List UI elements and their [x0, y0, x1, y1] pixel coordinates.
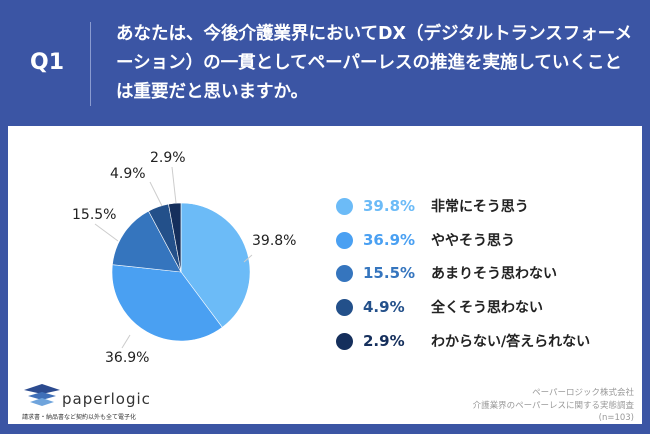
legend-label: ややそう思う [431, 233, 515, 249]
legend-item: 39.8% 非常にそう思う [336, 196, 529, 216]
legend-label: わからない/答えられない [431, 334, 591, 350]
data-label: 15.5% [72, 207, 116, 223]
legend-label: 非常にそう思う [431, 199, 529, 215]
legend-swatch [336, 231, 353, 249]
data-label: 4.9% [110, 166, 146, 182]
legend-item: 4.9% 全くそう思わない [336, 297, 543, 317]
legend-percent: 4.9% [363, 298, 405, 316]
legend-percent: 36.9% [363, 231, 416, 249]
legend-item: 15.5% あまりそう思わない [336, 263, 557, 283]
legend-item: 36.9% ややそう思う [336, 230, 515, 250]
leader-line [94, 223, 119, 242]
legend-swatch [336, 332, 353, 350]
pie-slice [168, 202, 182, 273]
legend-percent: 39.8% [363, 197, 416, 215]
leader-line [121, 334, 131, 349]
sample-size: (n=103) [598, 413, 634, 423]
divider [90, 22, 91, 106]
pie-slice [112, 210, 182, 273]
legend-label: 全くそう思わない [431, 300, 543, 316]
legend-item: 2.9% わからない/答えられない [336, 331, 590, 351]
leader-line [243, 254, 253, 263]
survey-name: 介護業界のペーパーレスに関する実態調査 [472, 400, 634, 411]
leader-line [149, 181, 163, 207]
legend-swatch [336, 298, 353, 316]
legend-percent: 15.5% [363, 264, 416, 282]
pie-slice [180, 202, 251, 328]
data-label: 39.8% [252, 233, 296, 249]
tagline: 請求書・納品書など契約以外も全て電子化 [22, 414, 137, 421]
question-text: あなたは、今後介護業界においてDX（デジタルトランスフォーメーション）の一貫とし… [116, 24, 633, 102]
leader-line [171, 166, 177, 204]
legend-label: あまりそう思わない [431, 266, 557, 282]
legend-percent: 2.9% [363, 332, 405, 350]
question-number: Q1 [30, 50, 65, 75]
source-note: ペーパーロジック株式会社介護業界のペーパーレスに関する実態調査 (n=103) [473, 387, 634, 425]
logo-wordmark: paperlogic [62, 390, 151, 408]
legend-swatch [336, 264, 353, 282]
pie-slice [111, 264, 223, 342]
paperlogic-logo-icon [24, 384, 60, 406]
data-label: 2.9% [150, 150, 186, 166]
company: ペーパーロジック株式会社 [532, 388, 634, 398]
legend-swatch [336, 197, 353, 215]
data-label: 36.9% [105, 350, 149, 366]
